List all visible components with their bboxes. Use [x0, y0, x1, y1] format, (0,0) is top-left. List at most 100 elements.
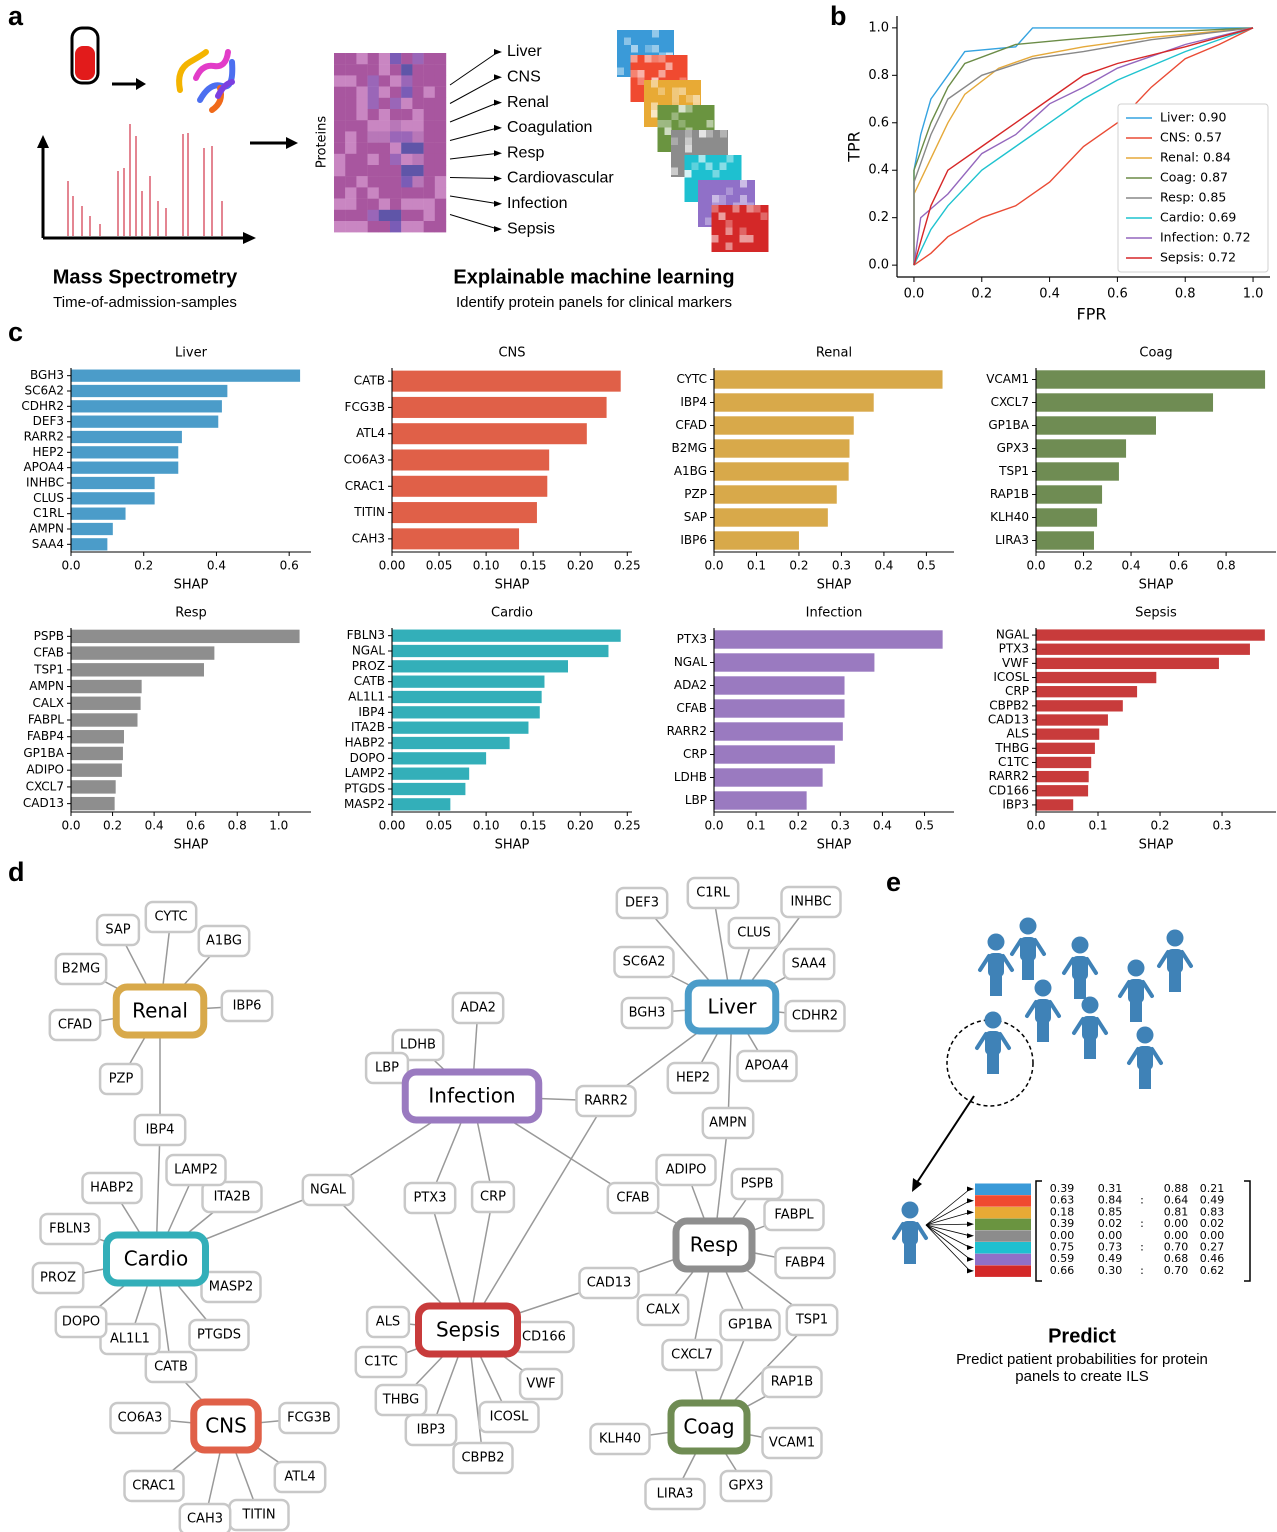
strip-arrow — [926, 1225, 970, 1248]
panel-subtitle: Identify protein panels for clinical mar… — [456, 294, 732, 311]
heatmap-cell — [368, 143, 379, 154]
heatmap-cell — [379, 187, 390, 198]
y-tick-label: GP1BA — [23, 746, 64, 760]
heatmap-cell — [412, 187, 423, 198]
y-tick-label: FABP4 — [27, 729, 64, 743]
protein-label: VWF — [526, 1377, 555, 1392]
y-tick-label: 0.8 — [868, 68, 889, 83]
person-head — [985, 1012, 1002, 1029]
y-tick-label: ITA2B — [351, 720, 385, 734]
bar — [1036, 508, 1097, 526]
marker-arrow — [450, 77, 498, 103]
bar — [392, 423, 587, 444]
hub-label: CNS — [205, 1414, 247, 1438]
y-tick-label: DEF3 — [33, 414, 64, 428]
bar — [71, 523, 113, 535]
bar — [1036, 485, 1102, 503]
x-tick-label: 0.8 — [1175, 287, 1196, 302]
bar — [714, 485, 837, 503]
heatmap-cell — [379, 75, 390, 86]
tile-cell — [685, 130, 692, 138]
tile-cell — [666, 63, 673, 71]
heatmap-cell — [424, 165, 435, 176]
x-tick-label: 0.1 — [1088, 819, 1107, 833]
x-tick-label: 0.6 — [186, 819, 205, 833]
bar — [392, 502, 537, 523]
bar — [71, 780, 116, 793]
protein-label: A1BG — [206, 934, 242, 949]
tile-cell — [665, 128, 672, 136]
marker-label: Renal — [507, 94, 549, 111]
panel-subtitle: Time-of-admission-samples — [53, 294, 237, 311]
heatmap-cell — [401, 143, 412, 154]
panel-subtitle: panels to create ILS — [1015, 1368, 1148, 1385]
x-tick-label: 0.2 — [789, 819, 808, 833]
heatmap-cell — [401, 221, 412, 232]
protein-label: C1TC — [364, 1355, 398, 1370]
heatmap-cell — [401, 210, 412, 221]
heatmap-cell — [424, 210, 435, 221]
hub-label: Cardio — [124, 1247, 189, 1271]
arrow-head — [494, 176, 502, 182]
tile-cell — [726, 228, 733, 236]
heatmap-cell — [412, 176, 423, 187]
heatmap-cell — [345, 154, 356, 165]
bar — [71, 646, 214, 659]
y-tick-label: PSPB — [34, 629, 64, 643]
tile-cell — [617, 68, 624, 76]
x-tick-label: 0.3 — [1212, 819, 1231, 833]
y-tick-label: HABP2 — [345, 736, 385, 750]
heatmap-cell — [412, 210, 423, 221]
heatmap-cell — [401, 64, 412, 75]
heatmap-cell — [401, 120, 412, 131]
bar — [71, 477, 155, 489]
x-tick-label: 0.05 — [426, 559, 453, 573]
heatmap-cell — [356, 98, 367, 109]
x-axis-label: SHAP — [1139, 838, 1174, 853]
tile-cell — [638, 78, 645, 86]
bar — [1036, 686, 1137, 697]
y-tick-label: PZP — [684, 487, 707, 501]
heatmap-cell — [345, 87, 356, 98]
x-tick-label: 0.20 — [567, 559, 594, 573]
protein-label: IBP3 — [417, 1423, 446, 1438]
y-tick-label: RAP1B — [990, 487, 1029, 501]
heatmap-cell — [356, 199, 367, 210]
person-legs — [1169, 970, 1181, 992]
protein-label: FABPL — [774, 1208, 814, 1223]
protein-label: LAMP2 — [174, 1163, 218, 1178]
heatmap-cell — [356, 120, 367, 131]
heatmap-cell — [401, 98, 412, 109]
protein-label: CAH3 — [187, 1512, 223, 1527]
y-tick-label: GPX3 — [997, 441, 1029, 455]
protein-label: CBPB2 — [461, 1451, 504, 1466]
legend-label: Renal: 0.84 — [1160, 150, 1231, 165]
x-tick-label: 0.3 — [831, 819, 850, 833]
tile-cell — [645, 55, 652, 63]
matrix-ellipsis: : — [1140, 1217, 1144, 1230]
heatmap-cell — [379, 109, 390, 120]
heatmap-cell — [356, 221, 367, 232]
protein-label: TITIN — [241, 1508, 275, 1523]
bar — [392, 676, 544, 688]
heatmap-cell — [435, 120, 446, 131]
tile-cell — [693, 95, 700, 103]
person-head — [988, 934, 1005, 951]
y-tick-label: IBP4 — [358, 705, 385, 719]
bar — [392, 752, 486, 764]
bar — [1036, 531, 1094, 549]
bar — [71, 730, 124, 743]
tile-cell — [645, 45, 652, 53]
heatmap-cell — [379, 154, 390, 165]
y-tick-label: 1.0 — [868, 20, 889, 35]
heatmap-cell — [412, 221, 423, 232]
matrix-value: 0.62 — [1200, 1264, 1225, 1277]
tile-cell — [672, 113, 679, 121]
bar — [1036, 629, 1265, 640]
tile-cell — [671, 138, 678, 146]
heatmap-cell — [412, 165, 423, 176]
heatmap-cell — [379, 53, 390, 64]
heatmap-cell — [390, 221, 401, 232]
arrow-head — [37, 135, 49, 148]
y-tick-label: CATB — [354, 374, 385, 388]
